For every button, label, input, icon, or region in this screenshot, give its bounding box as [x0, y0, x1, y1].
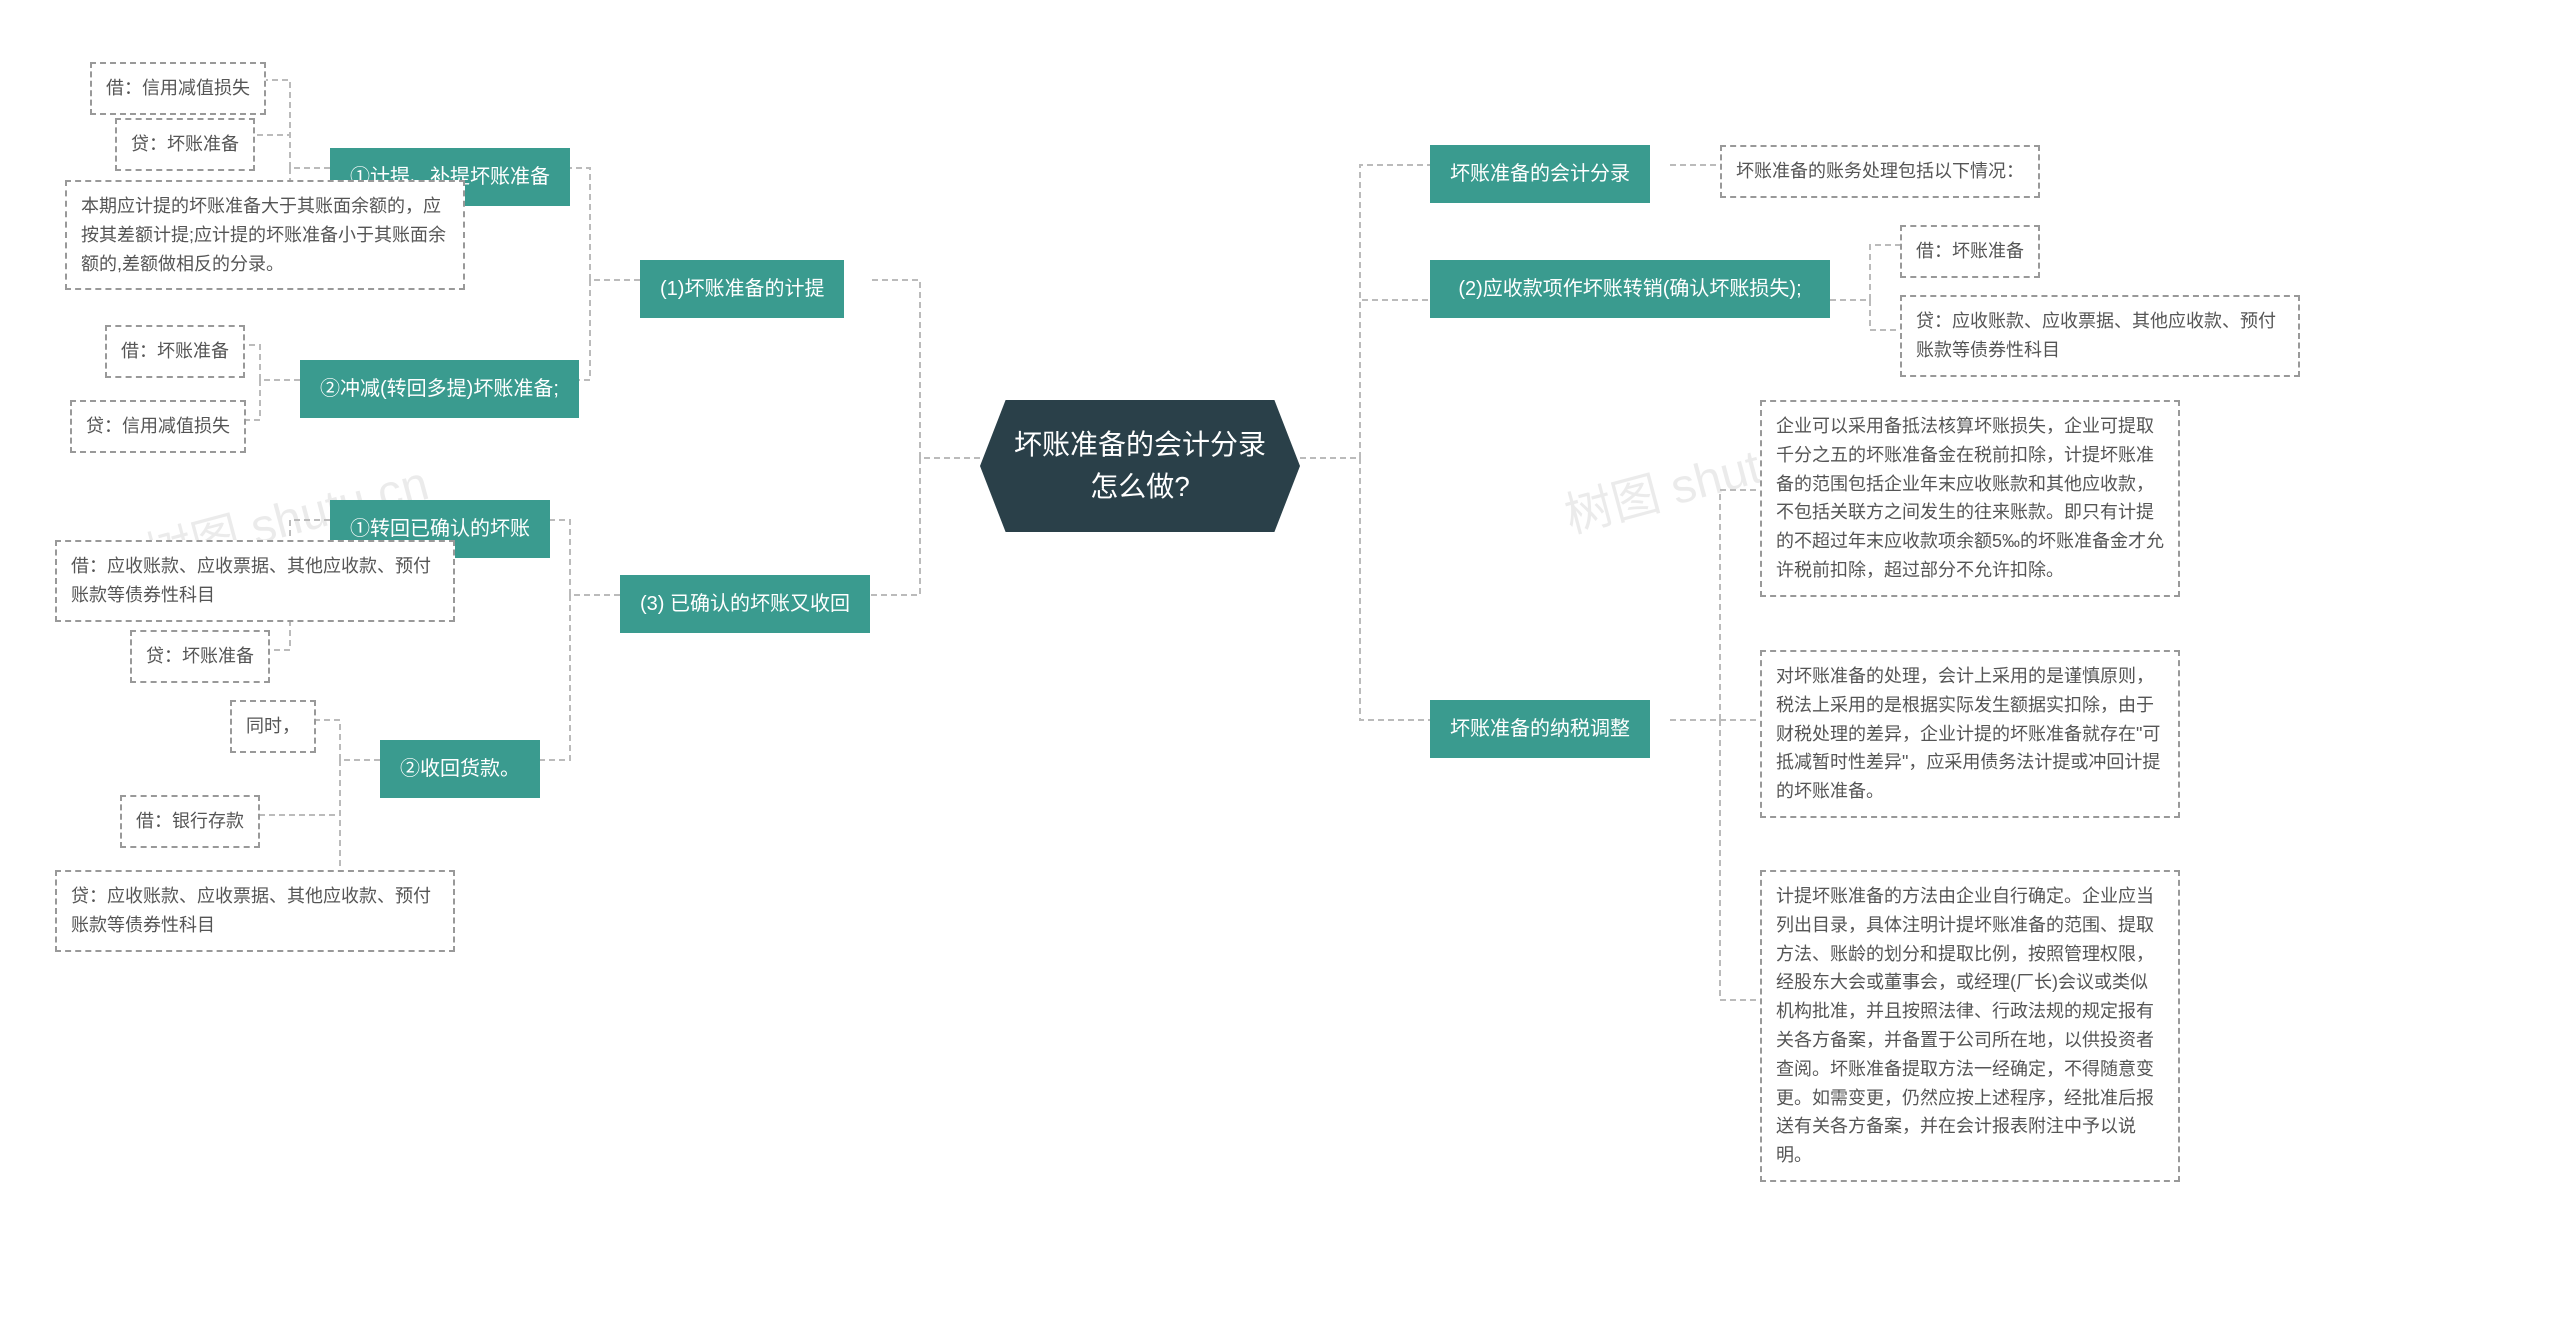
leaf: 借：坏账准备	[1900, 225, 2040, 278]
branch-right-2: (2)应收款项作坏账转销(确认坏账损失);	[1430, 260, 1830, 318]
branch-left-1: (1)坏账准备的计提	[640, 260, 844, 318]
leaf: 贷：信用减值损失	[70, 400, 246, 453]
leaf: 贷：坏账准备	[130, 630, 270, 683]
leaf: 对坏账准备的处理，会计上采用的是谨慎原则，税法上采用的是根据实际发生额据实扣除，…	[1760, 650, 2180, 818]
branch-left-2: (3) 已确认的坏账又收回	[620, 575, 870, 633]
root-node: 坏账准备的会计分录怎么做?	[980, 400, 1300, 532]
leaf: 企业可以采用备抵法核算坏账损失，企业可提取千分之五的坏账准备金在税前扣除，计提坏…	[1760, 400, 2180, 597]
leaf: 借：坏账准备	[105, 325, 245, 378]
leaf: 计提坏账准备的方法由企业自行确定。企业应当列出目录，具体注明计提坏账准备的范围、…	[1760, 870, 2180, 1182]
sub-left-1-2: ②冲减(转回多提)坏账准备;	[300, 360, 579, 418]
leaf: 坏账准备的账务处理包括以下情况：	[1720, 145, 2040, 198]
sub-left-2-2: ②收回货款。	[380, 740, 540, 798]
leaf: 同时，	[230, 700, 316, 753]
branch-right-1: 坏账准备的会计分录	[1430, 145, 1650, 203]
leaf: 贷：应收账款、应收票据、其他应收款、预付账款等债券性科目	[55, 870, 455, 952]
leaf: 借：信用减值损失	[90, 62, 266, 115]
leaf: 本期应计提的坏账准备大于其账面余额的，应按其差额计提;应计提的坏账准备小于其账面…	[65, 180, 465, 290]
leaf: 借：应收账款、应收票据、其他应收款、预付账款等债券性科目	[55, 540, 455, 622]
leaf: 贷：坏账准备	[115, 118, 255, 171]
leaf: 借：银行存款	[120, 795, 260, 848]
branch-right-3: 坏账准备的纳税调整	[1430, 700, 1650, 758]
leaf: 贷：应收账款、应收票据、其他应收款、预付账款等债券性科目	[1900, 295, 2300, 377]
